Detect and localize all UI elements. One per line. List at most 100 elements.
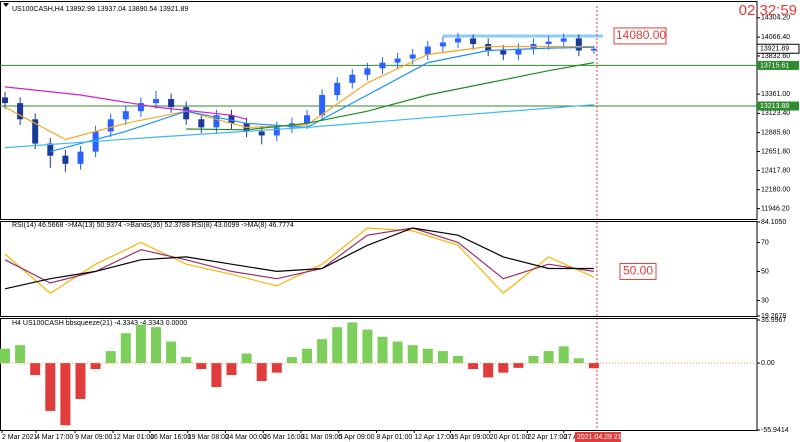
histogram-bar bbox=[347, 322, 358, 364]
y-tick-label: 84.1050 bbox=[761, 219, 786, 226]
histogram-bar bbox=[332, 327, 343, 364]
candle-body bbox=[107, 119, 114, 132]
x-tick-label: 22 Apr 17:00 bbox=[527, 434, 567, 441]
cursor-box bbox=[574, 432, 621, 442]
candle-body bbox=[379, 62, 386, 69]
y-tick-label: 13832.60 bbox=[761, 53, 790, 60]
histogram-bar bbox=[528, 355, 539, 364]
x-tick-label: 19 Mar 08:00 bbox=[188, 434, 229, 441]
moving-average bbox=[50, 46, 594, 153]
histogram-bar bbox=[483, 363, 494, 378]
y-tick-label: -55.9414 bbox=[761, 427, 789, 434]
candle-body bbox=[32, 119, 39, 144]
candle-body bbox=[575, 38, 582, 51]
x-tick-label: 9 Mar 09:00 bbox=[75, 434, 112, 441]
level-label: 13213.88 bbox=[760, 103, 789, 110]
candle-body bbox=[439, 42, 446, 47]
candle-body bbox=[228, 115, 235, 124]
candle-body bbox=[213, 115, 220, 128]
squeeze-frame bbox=[0, 318, 758, 431]
last-price-label: 13921.89 bbox=[760, 46, 789, 53]
x-tick-label: 12 Mar 01:00 bbox=[113, 434, 154, 441]
menu-arrow[interactable] bbox=[3, 3, 9, 7]
candle-body bbox=[334, 82, 341, 96]
histogram-bar bbox=[75, 363, 86, 399]
candle-body bbox=[47, 143, 54, 156]
y-tick-label: 13361.00 bbox=[761, 91, 790, 98]
y-tick-label: 12885.60 bbox=[761, 129, 790, 136]
candle-body bbox=[409, 54, 416, 59]
histogram-bar bbox=[573, 358, 584, 364]
x-tick-label: 4 Mar 17:00 bbox=[36, 434, 73, 441]
histogram-bar bbox=[498, 363, 509, 373]
histogram-bar bbox=[226, 363, 237, 376]
y-tick-label: 12180.00 bbox=[761, 187, 790, 194]
candle-body bbox=[2, 97, 8, 104]
candle-body bbox=[168, 99, 175, 108]
x-tick-label: 12 Apr 17:00 bbox=[414, 434, 454, 441]
candle-body bbox=[590, 48, 597, 51]
histogram-bar bbox=[166, 341, 177, 364]
candle-body bbox=[349, 74, 356, 83]
histogram-bar bbox=[181, 357, 192, 364]
histogram-bar bbox=[196, 363, 207, 370]
panel-title: RSI(14) 46.5668 ->MA(13) 50.9374 ->Bands… bbox=[12, 222, 294, 229]
candle-body bbox=[470, 38, 477, 45]
y-tick-label: 30 bbox=[761, 297, 769, 304]
histogram-bar bbox=[15, 345, 26, 364]
x-tick-label: 2 Mar 2021 bbox=[2, 434, 38, 441]
histogram-bar bbox=[120, 333, 131, 364]
level-label: 50.00 bbox=[623, 264, 653, 278]
candle-body bbox=[455, 38, 461, 43]
x-tick-label: 31 Mar 09:00 bbox=[301, 434, 342, 441]
histogram-bar bbox=[362, 329, 373, 364]
y-tick-label: 14304.20 bbox=[761, 15, 790, 22]
candle-body bbox=[364, 68, 371, 75]
x-tick-label: 26 Mar 16:00 bbox=[263, 434, 304, 441]
histogram-bar bbox=[513, 363, 524, 368]
histogram-bar bbox=[256, 363, 267, 382]
y-tick-label: 0.00 bbox=[761, 360, 775, 367]
histogram-bar bbox=[60, 363, 71, 426]
y-tick-label: 70 bbox=[761, 239, 769, 246]
histogram-bar bbox=[135, 324, 146, 364]
indicator-line bbox=[4, 227, 595, 295]
candle-body bbox=[137, 103, 144, 112]
y-tick-label: 12651.80 bbox=[761, 148, 790, 155]
candle-body bbox=[500, 50, 507, 55]
moving-average bbox=[186, 62, 595, 131]
candle-body bbox=[77, 151, 84, 164]
histogram-bar bbox=[105, 351, 116, 364]
candle-body bbox=[394, 58, 401, 63]
histogram-bar bbox=[422, 348, 433, 364]
level-label: 13715.61 bbox=[760, 62, 789, 69]
candle-body bbox=[17, 103, 24, 120]
resistance-label: 14080.00 bbox=[616, 28, 666, 42]
histogram-bar bbox=[588, 363, 599, 369]
candle-body bbox=[153, 99, 159, 104]
y-tick-label: 35.9967 bbox=[761, 317, 786, 324]
indicator-line bbox=[4, 227, 594, 290]
histogram-bar bbox=[392, 341, 403, 364]
x-tick-label: 16 Mar 16:00 bbox=[150, 434, 191, 441]
x-tick-label: 15 Apr 09:00 bbox=[450, 434, 490, 441]
moving-average bbox=[4, 86, 247, 120]
clock: 02:32:59 bbox=[739, 2, 797, 19]
histogram-bar bbox=[468, 363, 479, 370]
y-tick-label: 12417.80 bbox=[761, 167, 790, 174]
candle-body bbox=[515, 48, 522, 55]
histogram-bar bbox=[543, 351, 554, 364]
x-tick-label: 5 Apr 09:00 bbox=[339, 434, 375, 441]
y-tick-label: 19.2678 bbox=[761, 313, 786, 320]
y-tick-label: 50 bbox=[761, 268, 769, 275]
candle-body bbox=[258, 131, 265, 136]
last-price-box bbox=[756, 43, 800, 54]
histogram-bar bbox=[30, 363, 41, 376]
candle-body bbox=[424, 46, 431, 55]
y-tick-label: 11946.20 bbox=[761, 205, 790, 212]
candle-body bbox=[273, 127, 280, 136]
candle-body bbox=[122, 111, 129, 120]
x-tick-label: 24 Mar 00:00 bbox=[225, 434, 266, 441]
histogram-bar bbox=[45, 363, 56, 411]
